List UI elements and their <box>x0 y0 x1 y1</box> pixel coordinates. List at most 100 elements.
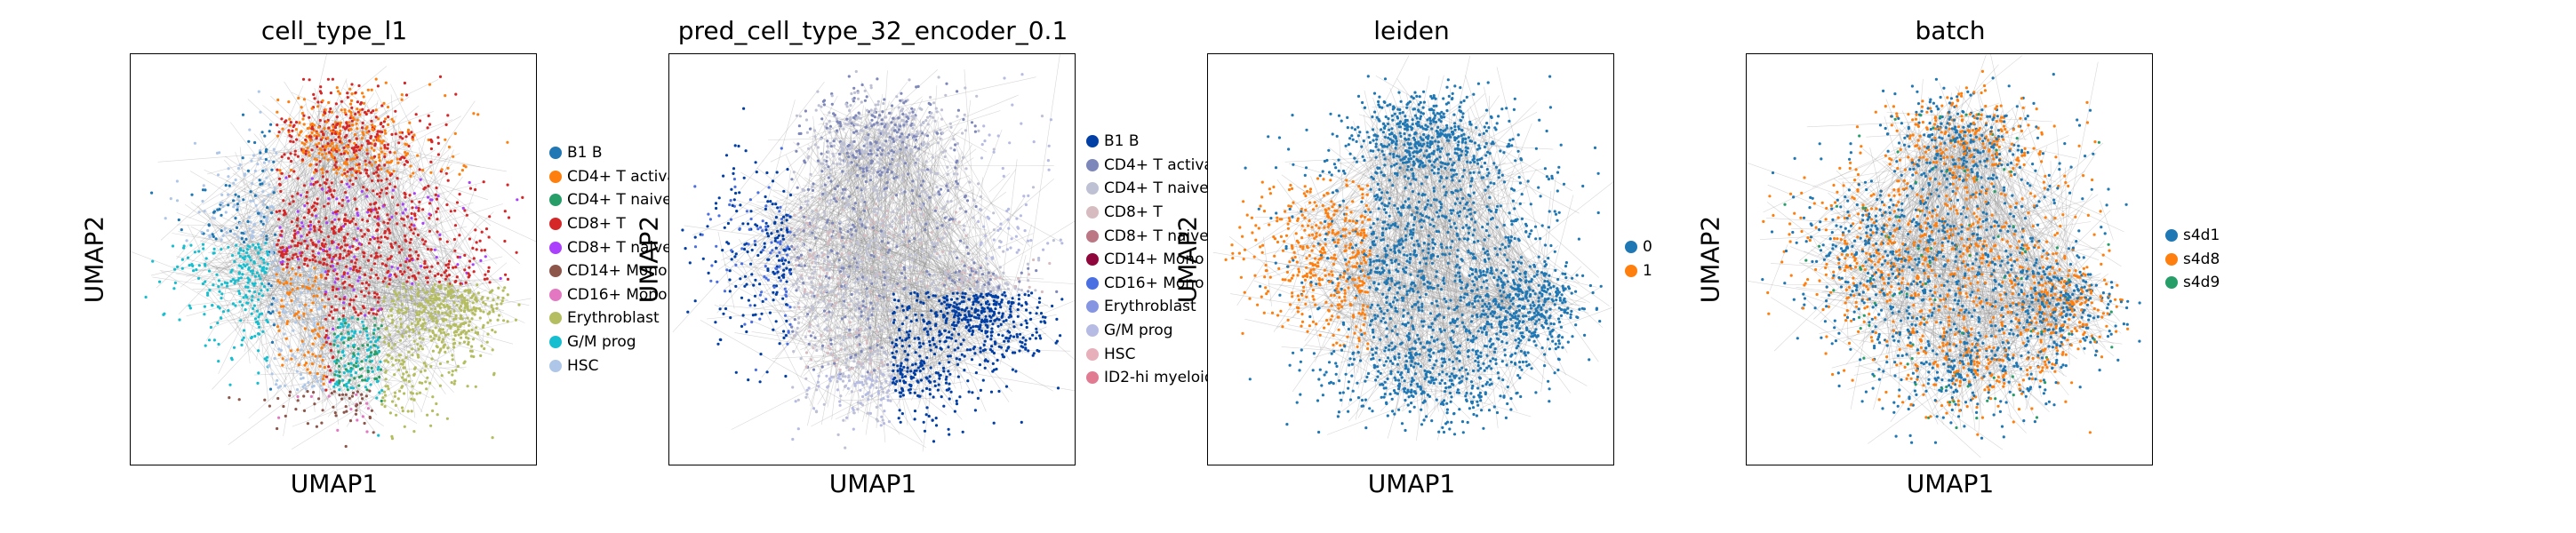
scatter-point <box>855 150 858 153</box>
scatter-point <box>724 307 727 310</box>
scatter-point <box>226 231 228 234</box>
scatter-point <box>994 307 996 310</box>
scatter-point <box>955 211 957 213</box>
scatter-point <box>902 309 905 312</box>
scatter-point <box>875 185 877 187</box>
scatter-point <box>320 131 323 133</box>
scatter-point <box>354 266 356 268</box>
scatter-point <box>405 93 408 96</box>
scatter-point <box>782 269 785 272</box>
scatter-point <box>694 299 697 302</box>
scatter-point <box>296 370 299 373</box>
scatter-point <box>263 285 266 288</box>
scatter-point <box>277 417 280 419</box>
scatter-point <box>378 224 380 227</box>
scatter-point <box>972 276 974 279</box>
scatter-point <box>1059 334 1061 337</box>
scatter-point <box>398 251 401 254</box>
scatter-point <box>266 220 268 223</box>
scatter-point <box>399 264 402 266</box>
scatter-point <box>859 248 861 251</box>
scatter-point <box>908 211 911 214</box>
legend-label: CD4+ T naive <box>567 191 672 209</box>
scatter-point <box>850 122 852 124</box>
scatter-point <box>407 129 410 131</box>
scatter-point <box>907 117 909 120</box>
scatter-point <box>412 398 415 401</box>
scatter-point <box>881 118 884 121</box>
scatter-point <box>479 316 482 319</box>
scatter-point <box>891 104 893 107</box>
scatter-point <box>351 245 354 248</box>
scatter-point <box>364 233 366 235</box>
scatter-point <box>232 205 235 208</box>
scatter-point <box>383 296 386 298</box>
scatter-point <box>815 109 818 112</box>
scatter-point <box>331 142 333 145</box>
scatter-point <box>308 116 310 119</box>
scatter-point <box>805 118 808 121</box>
legend-marker <box>549 312 562 324</box>
scatter-point <box>397 369 400 371</box>
scatter-point <box>405 160 408 163</box>
scatter-point <box>958 220 961 223</box>
scatter-point <box>384 117 387 120</box>
scatter-point <box>412 232 415 235</box>
scatter-point <box>316 163 318 166</box>
scatter-point <box>194 251 196 253</box>
scatter-point <box>391 319 394 322</box>
scatter-point <box>870 119 873 122</box>
scatter-point <box>828 299 830 302</box>
scatter-point <box>241 304 244 306</box>
scatter-point <box>339 166 341 169</box>
scatter-point <box>413 340 416 343</box>
scatter-point <box>754 223 756 226</box>
scatter-point <box>478 307 481 310</box>
scatter-point <box>827 252 829 255</box>
scatter-point <box>204 306 206 308</box>
scatter-point <box>344 111 347 114</box>
scatter-point <box>262 259 265 261</box>
scatter-point <box>387 385 389 387</box>
scatter-point <box>915 362 917 365</box>
scatter-point <box>451 354 453 356</box>
scatter-point <box>351 92 354 95</box>
scatter-point <box>411 206 413 209</box>
scatter-point <box>831 103 834 106</box>
scatter-point <box>814 258 817 260</box>
scatter-point <box>434 249 436 251</box>
scatter-point <box>317 142 320 145</box>
scatter-point <box>854 123 857 125</box>
scatter-point <box>390 266 393 268</box>
scatter-point <box>899 391 901 394</box>
scatter-point <box>203 184 205 187</box>
scatter-point <box>429 161 432 163</box>
scatter-point <box>776 230 779 233</box>
scatter-point <box>315 208 317 211</box>
scatter-point <box>818 255 820 258</box>
scatter-point <box>881 110 884 113</box>
scatter-point <box>433 338 436 340</box>
scatter-point <box>399 318 402 321</box>
scatter-point <box>292 288 294 290</box>
scatter-point <box>832 290 835 292</box>
scatter-point <box>864 227 867 229</box>
scatter-point <box>883 271 885 274</box>
scatter-point <box>379 336 381 338</box>
scatter-point <box>317 220 320 223</box>
scatter-point <box>459 193 461 195</box>
scatter-point <box>324 389 327 392</box>
scatter-point <box>332 147 334 150</box>
scatter-point <box>890 255 892 258</box>
scatter-point <box>267 289 269 291</box>
scatter-point <box>312 250 315 252</box>
scatter-point <box>936 242 939 244</box>
scatter-point <box>486 297 489 299</box>
scatter-point <box>876 339 879 342</box>
scatter-point <box>447 285 450 288</box>
scatter-point <box>777 271 780 274</box>
scatter-point <box>894 227 897 230</box>
scatter-point <box>332 286 334 289</box>
scatter-point <box>476 113 479 115</box>
scatter-point <box>442 338 444 341</box>
